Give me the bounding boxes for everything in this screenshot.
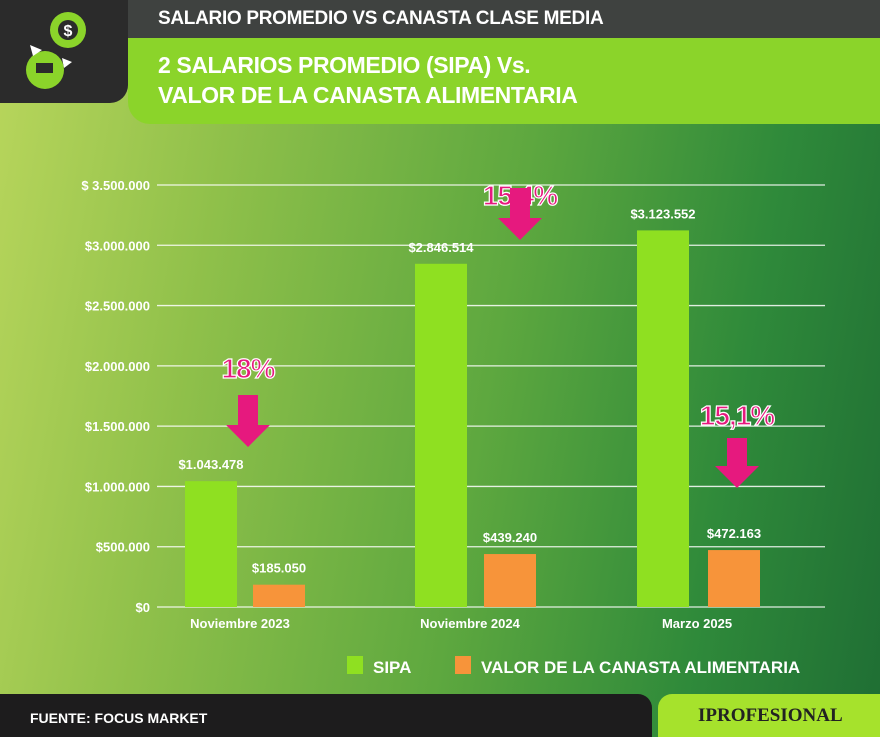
subtitle-panel: 2 SALARIOS PROMEDIO (SIPA) Vs. VALOR DE … bbox=[128, 38, 880, 124]
legend-label-sipa: SIPA bbox=[373, 658, 411, 677]
x-tick-label: Marzo 2025 bbox=[662, 616, 732, 631]
y-tick-label: $2.000.000 bbox=[85, 359, 150, 374]
legend-swatch-sipa bbox=[347, 656, 363, 674]
svg-text:$: $ bbox=[64, 23, 73, 40]
data-label: $2.846.514 bbox=[408, 240, 474, 255]
source-text: FUENTE: FOCUS MARKET bbox=[30, 710, 208, 726]
x-tick-label: Noviembre 2023 bbox=[190, 616, 290, 631]
sipa-bar bbox=[185, 481, 237, 607]
data-label: $1.043.478 bbox=[178, 457, 243, 472]
footer-source-bar: FUENTE: FOCUS MARKET bbox=[0, 694, 652, 737]
down-arrow-icon bbox=[226, 395, 270, 447]
percent-annotation: 18% bbox=[221, 353, 275, 384]
legend-label-canasta: VALOR DE LA CANASTA ALIMENTARIA bbox=[481, 658, 800, 677]
percent-annotation: 15,1% bbox=[700, 400, 775, 431]
sipa-bar bbox=[637, 230, 689, 608]
y-tick-label: $2.500.000 bbox=[85, 299, 150, 314]
subtitle-line-1: 2 SALARIOS PROMEDIO (SIPA) Vs. bbox=[158, 52, 531, 78]
canasta-bar bbox=[253, 584, 305, 607]
canasta-bar bbox=[708, 550, 760, 607]
down-arrow-icon bbox=[715, 438, 759, 488]
header-bar: SALARIO PROMEDIO VS CANASTA CLASE MEDIA bbox=[128, 0, 880, 38]
gear-dollar-cart-icon: $ bbox=[26, 12, 86, 89]
brand-logo: IPROFESIONAL bbox=[658, 694, 880, 737]
brand-text: IPROFESIONAL bbox=[698, 705, 843, 726]
header-title: SALARIO PROMEDIO VS CANASTA CLASE MEDIA bbox=[158, 8, 604, 29]
y-tick-label: $ 3.500.000 bbox=[81, 178, 150, 193]
y-tick-label: $1.500.000 bbox=[85, 419, 150, 434]
legend-swatch-canasta bbox=[455, 656, 471, 674]
down-arrow-icon bbox=[498, 188, 542, 240]
y-tick-label: $500.000 bbox=[96, 540, 150, 555]
data-label: $472.163 bbox=[707, 526, 761, 541]
y-tick-label: $1.000.000 bbox=[85, 479, 150, 494]
data-label: $439.240 bbox=[483, 530, 537, 545]
data-label: $185.050 bbox=[252, 561, 306, 576]
x-tick-label: Noviembre 2024 bbox=[420, 616, 520, 631]
data-label: $3.123.552 bbox=[630, 206, 695, 221]
logo-box: $ bbox=[0, 0, 128, 103]
y-tick-label: $0 bbox=[136, 600, 150, 615]
subtitle-line-2: VALOR DE LA CANASTA ALIMENTARIA bbox=[158, 82, 578, 108]
y-tick-label: $3.000.000 bbox=[85, 238, 150, 253]
sipa-bar bbox=[415, 263, 467, 607]
canasta-bar bbox=[484, 554, 536, 607]
bar-chart: $0 $500.000 $1.000.000 $1.500.000 $2.000.000… bbox=[81, 178, 800, 677]
